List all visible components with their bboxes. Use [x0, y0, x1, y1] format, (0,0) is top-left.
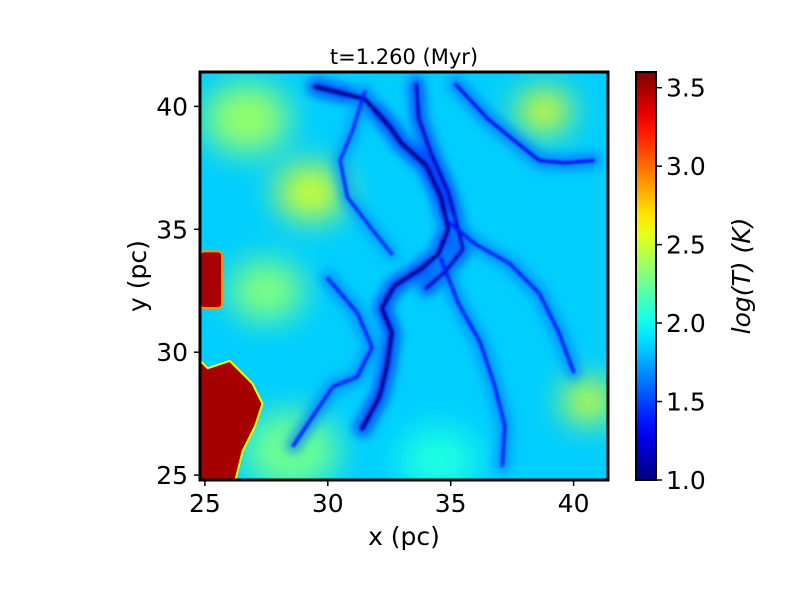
filament — [439, 257, 507, 467]
y-tick-label: 35 — [156, 215, 188, 244]
colorbar-label: log(T) (K) — [727, 218, 756, 335]
y-tick-label: 40 — [156, 92, 188, 121]
colorbar-tick-label: 1.0 — [666, 466, 706, 495]
x-axis: 25 30 35 40 — [189, 480, 589, 518]
hot-edge-region — [200, 250, 224, 309]
x-tick-label: 35 — [435, 489, 467, 518]
y-axis-label: y (pc) — [123, 240, 152, 312]
y-axis: 25 30 35 40 — [156, 92, 200, 490]
colorbar-tick-label: 2.5 — [666, 231, 706, 260]
x-tick-label: 25 — [189, 489, 221, 518]
colorbar-axis: 1.0 1.5 2.0 2.5 3.0 3.5 — [656, 74, 706, 495]
filament — [454, 82, 595, 165]
warm-patch — [397, 427, 479, 480]
chart-title: t=1.260 (Myr) — [330, 45, 478, 69]
colorbar-tick-label: 3.5 — [666, 74, 706, 103]
filament — [338, 90, 394, 256]
colorbar-tick-label: 2.0 — [666, 309, 706, 338]
filament — [414, 82, 465, 290]
x-axis-label: x (pc) — [368, 522, 440, 551]
warm-patch — [275, 163, 346, 222]
warm-patch — [203, 83, 290, 155]
filament — [291, 277, 374, 448]
filament — [446, 220, 576, 374]
x-tick-label: 40 — [558, 489, 590, 518]
warm-patch — [517, 89, 572, 134]
heatmap — [200, 76, 608, 480]
hot-region — [200, 362, 262, 480]
plot-frame — [198, 70, 610, 482]
y-tick-label: 25 — [156, 461, 188, 490]
colorbar — [635, 71, 657, 481]
filament — [313, 84, 451, 431]
warm-patch — [561, 379, 608, 424]
warm-patch — [228, 259, 305, 322]
y-tick-label: 30 — [156, 338, 188, 367]
colorbar-tick-label: 3.0 — [666, 152, 706, 181]
colorbar-tick-label: 1.5 — [666, 388, 706, 417]
x-tick-label: 30 — [312, 489, 344, 518]
